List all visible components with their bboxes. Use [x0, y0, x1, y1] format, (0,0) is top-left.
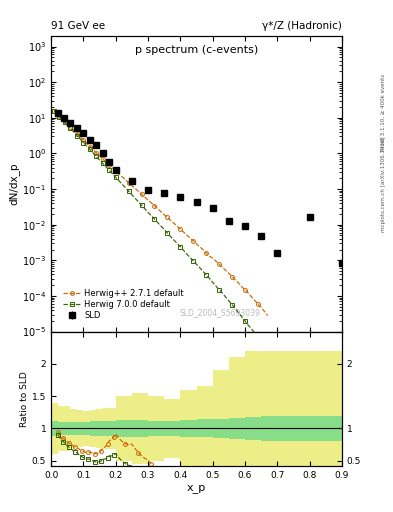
Line: Herwig++ 2.7.1 default: Herwig++ 2.7.1 default: [52, 109, 270, 317]
Herwig++ 2.7.1 default: [55, 110, 59, 116]
Herwig++ 2.7.1 default: [246, 290, 251, 296]
Herwig++ 2.7.1 default: [88, 143, 92, 150]
Herwig 7.0.0 default: [88, 146, 92, 153]
Herwig 7.0.0 default: [55, 111, 59, 117]
Herwig 7.0.0 default: [52, 108, 57, 114]
Y-axis label: dN/dx_p: dN/dx_p: [8, 162, 19, 205]
Herwig 7.0.0 default: [89, 148, 94, 154]
X-axis label: x_p: x_p: [187, 482, 206, 493]
Herwig++ 2.7.1 default: [149, 200, 154, 206]
Text: 91 GeV ee: 91 GeV ee: [51, 22, 105, 31]
Herwig++ 2.7.1 default: [265, 312, 270, 318]
Herwig++ 2.7.1 default: [52, 108, 57, 114]
Herwig 7.0.0 default: [149, 212, 154, 219]
Text: p spectrum (c-events): p spectrum (c-events): [135, 45, 258, 55]
Text: SLD_2004_S5693039: SLD_2004_S5693039: [179, 308, 260, 317]
Text: mcplots.cern.ch [arXiv:1306.3436]: mcplots.cern.ch [arXiv:1306.3436]: [381, 137, 386, 232]
Legend: Herwig++ 2.7.1 default, Herwig 7.0.0 default, SLD: Herwig++ 2.7.1 default, Herwig 7.0.0 def…: [61, 287, 186, 322]
Text: Rivet 3.1.10, ≥ 400k events: Rivet 3.1.10, ≥ 400k events: [381, 74, 386, 151]
Herwig 7.0.0 default: [265, 348, 270, 354]
Herwig 7.0.0 default: [123, 185, 128, 191]
Y-axis label: Ratio to SLD: Ratio to SLD: [20, 371, 29, 426]
Herwig++ 2.7.1 default: [89, 145, 94, 151]
Herwig++ 2.7.1 default: [123, 177, 128, 183]
Herwig 7.0.0 default: [246, 322, 251, 328]
Line: Herwig 7.0.0 default: Herwig 7.0.0 default: [52, 109, 270, 353]
Text: γ*/Z (Hadronic): γ*/Z (Hadronic): [262, 22, 342, 31]
